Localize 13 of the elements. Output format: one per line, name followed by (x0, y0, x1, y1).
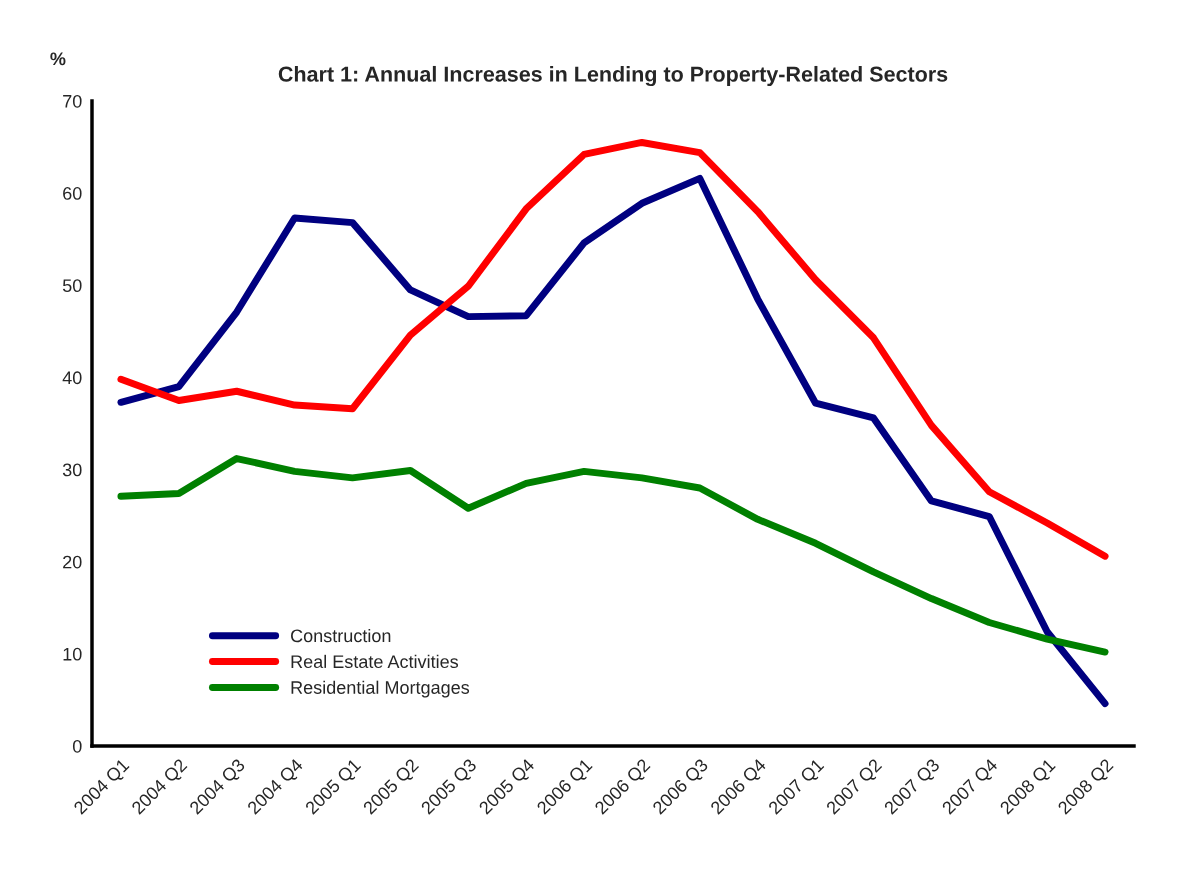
y-tick-label: 70 (63, 94, 82, 108)
legend-label: Residential Mortgages (291, 680, 470, 698)
chart-title: Chart 1: Annual Increases in Lending to Property-Related Sectors (278, 65, 948, 87)
y-tick-label: 20 (63, 555, 82, 569)
y-tick-label: 0 (72, 739, 82, 753)
legend-label: Construction (291, 628, 391, 643)
legend-label: Real Estate Activities (291, 654, 459, 669)
y-tick-label: 60 (63, 187, 82, 200)
y-tick-label: 30 (62, 463, 82, 477)
y-tick-label: 40 (62, 371, 82, 385)
y-axis-title: % (50, 52, 66, 66)
y-tick-label: 10 (63, 647, 82, 661)
y-tick-label: 50 (62, 279, 82, 293)
